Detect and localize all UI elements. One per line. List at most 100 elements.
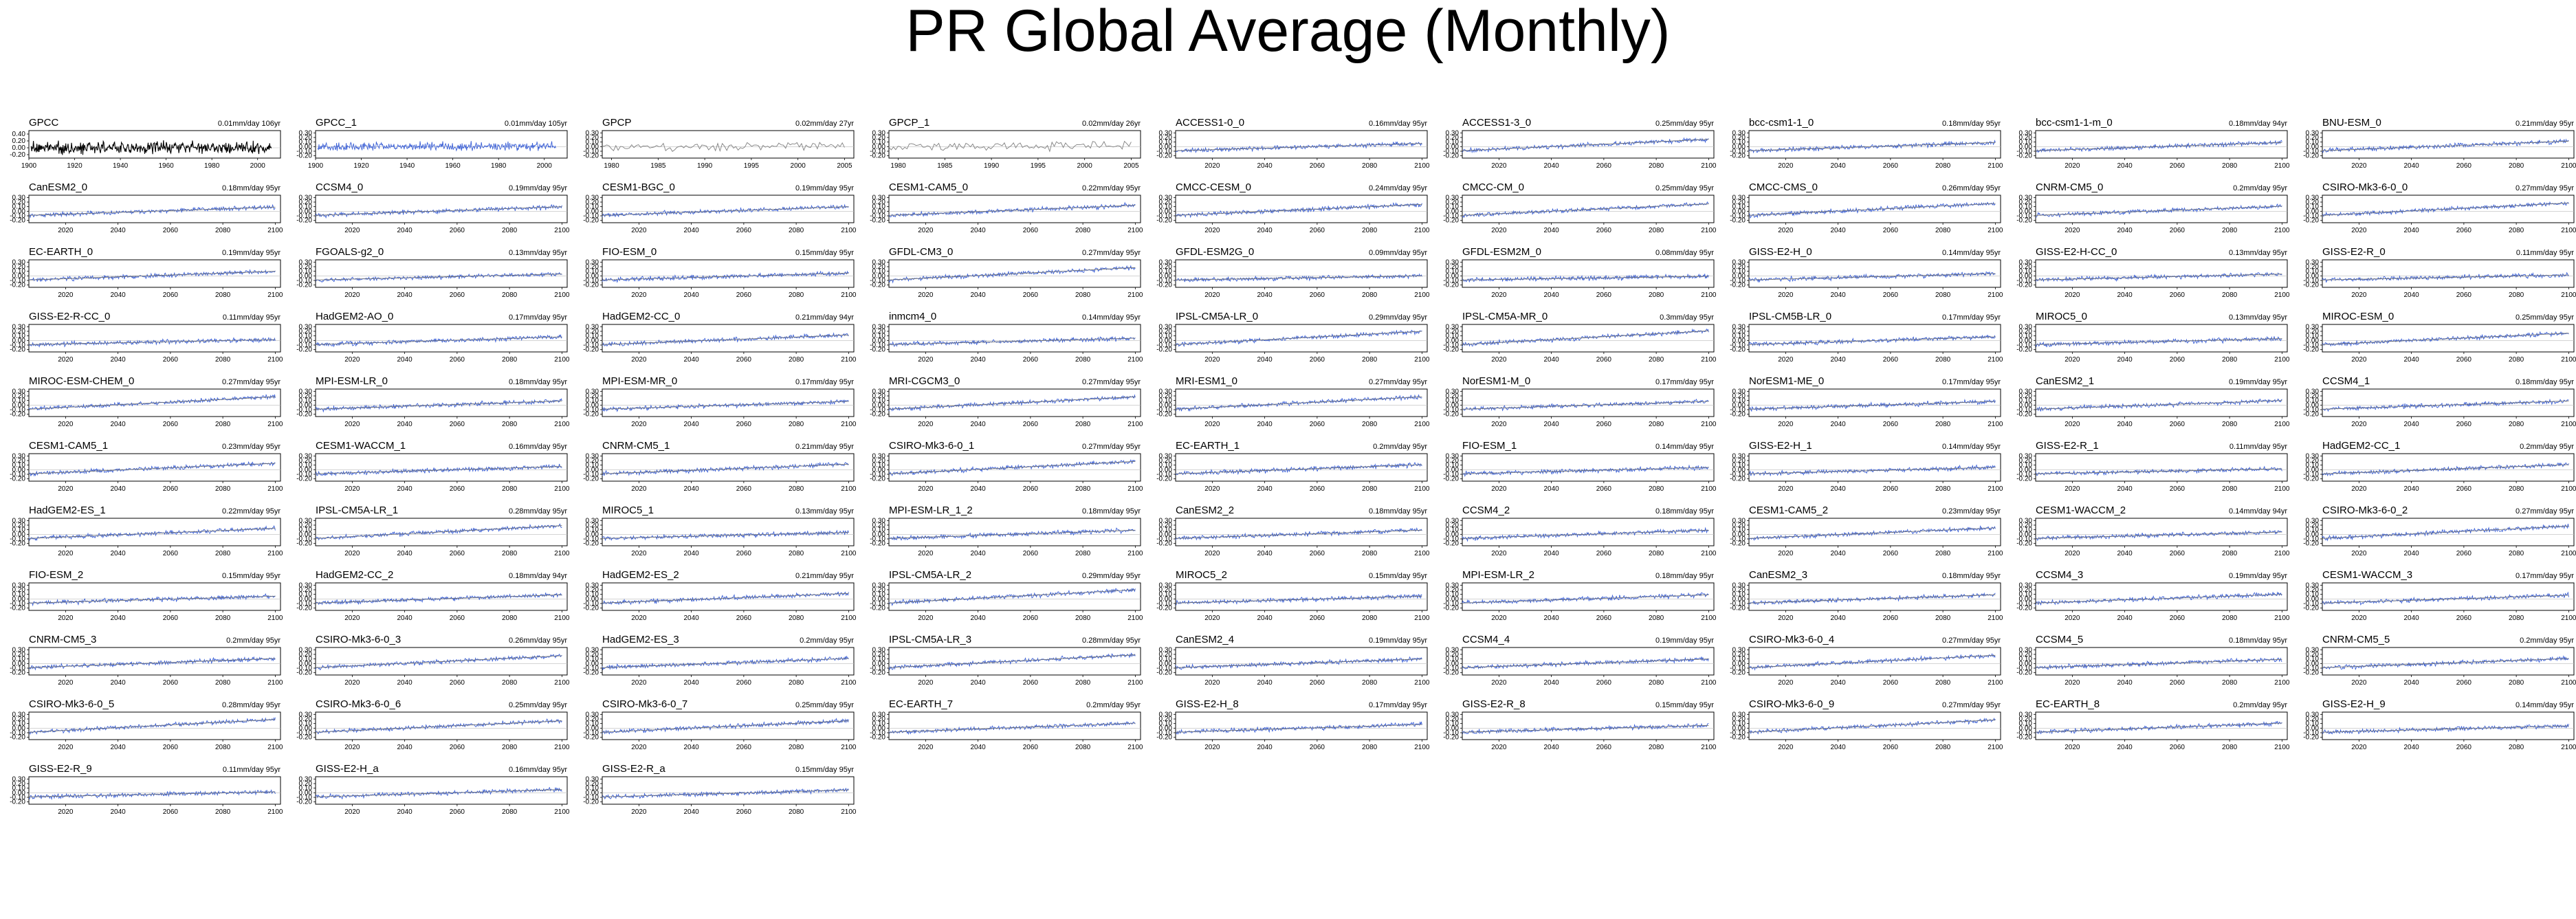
x-tick-label: 2060	[1596, 421, 1612, 428]
series-line	[2322, 272, 2569, 283]
panel-trend: 0.17mm/day 95yr	[795, 378, 854, 386]
panel-frame	[315, 711, 568, 740]
x-tick-label: 2060	[2170, 421, 2186, 428]
y-tick-label: 0.30	[2019, 517, 2033, 524]
trend-line	[2035, 722, 2282, 733]
y-tick-label: 0.20	[1732, 392, 1746, 400]
x-tick-label: 2100	[841, 291, 857, 299]
trend-line	[888, 337, 1136, 345]
x-tick-label: 2100	[1701, 421, 1717, 428]
panel-frame	[888, 582, 1141, 611]
y-tick-label: 0.00	[299, 724, 313, 732]
y-tick-label: 0.20	[2019, 134, 2033, 142]
x-tick-label: 2060	[2170, 162, 2186, 170]
y-tick-label: -0.20	[10, 151, 25, 159]
y-tick-label: 0.00	[1159, 531, 1173, 538]
y-tick-label: 0.30	[586, 582, 599, 589]
x-tick-label: 2040	[397, 485, 413, 493]
y-tick-label: 0.00	[12, 789, 26, 797]
y-tick-label: 0.30	[1446, 646, 1460, 654]
panel-frame	[888, 324, 1141, 353]
x-tick-label: 2060	[736, 356, 752, 364]
x-tick-label: 2060	[163, 550, 179, 557]
y-tick-label: 0.30	[1446, 452, 1460, 460]
y-tick-label: 0.30	[2306, 258, 2320, 266]
x-tick-label: 2005	[1123, 162, 1139, 170]
x-tick-label: 2020	[2065, 485, 2080, 493]
y-tick-label: 0.00	[12, 595, 26, 603]
y-tick-label: -0.10	[583, 729, 599, 737]
y-tick-label: 0.00	[1446, 401, 1460, 409]
x-tick-label: 2040	[684, 421, 700, 428]
y-tick-label: 0.00	[2306, 660, 2320, 667]
y-tick-label: 0.30	[1732, 258, 1746, 266]
panel-trend: 0.27mm/day 95yr	[1082, 249, 1141, 257]
panel-FIO-ESM_0: FIO-ESM_0 0.15mm/day 95yr0.300.200.100.00…	[583, 246, 857, 299]
panel-title: IPSL-CM5B-LR_0	[1749, 311, 1831, 322]
x-tick-label: 2080	[1935, 550, 1951, 557]
y-tick-label: -0.20	[296, 476, 312, 483]
x-tick-label: 2080	[1935, 614, 1951, 622]
panel-trend: 0.18mm/day 95yr	[1655, 572, 1714, 580]
y-tick-label: -0.10	[296, 600, 312, 608]
x-tick-label: 2080	[2509, 421, 2524, 428]
y-tick-label: 0.10	[1446, 656, 1460, 663]
y-tick-label: -0.20	[10, 799, 25, 806]
y-tick-label: 0.30	[1446, 582, 1460, 589]
x-tick-label: 2080	[1362, 291, 1378, 299]
x-tick-label: 2020	[344, 679, 360, 687]
x-tick-label: 2080	[215, 679, 231, 687]
x-tick-label: 2040	[2117, 744, 2133, 751]
panel-trend: 0.19mm/day 95yr	[1655, 636, 1714, 645]
y-tick-label: 0.20	[872, 651, 886, 658]
trend-line	[2035, 274, 2282, 280]
x-tick-label: 2020	[344, 485, 360, 493]
y-tick-label: -0.20	[1443, 540, 1459, 548]
x-tick-label: 2040	[1544, 356, 1560, 364]
x-tick-label: 2080	[1075, 614, 1091, 622]
panel-frame	[2035, 453, 2288, 482]
y-tick-label: 0.00	[12, 337, 26, 344]
x-tick-label: 2020	[631, 421, 647, 428]
y-tick-label: 0.30	[2019, 646, 2033, 654]
panel-HadGEM2-CC_1: HadGEM2-CC_1 0.2mm/day 95yr0.300.200.100.…	[2303, 440, 2576, 493]
panel-trend: 0.22mm/day 95yr	[222, 507, 280, 516]
x-tick-label: 2060	[1023, 550, 1039, 557]
y-tick-label: 0.30	[872, 388, 886, 395]
y-tick-label: 0.30	[299, 517, 313, 524]
series-line	[315, 593, 562, 606]
trend-line	[1175, 143, 1422, 151]
series-line	[602, 270, 849, 283]
y-tick-label: 0.30	[586, 129, 599, 137]
x-tick-label: 2020	[2351, 162, 2367, 170]
y-tick-label: 0.10	[12, 203, 26, 211]
x-tick-label: 2060	[1023, 485, 1039, 493]
panel-title: CCSM4_4	[1462, 634, 1510, 645]
x-tick-label: 2060	[736, 679, 752, 687]
y-tick-label: 0.10	[299, 656, 313, 663]
panel-IPSL-CM5B-LR_0: IPSL-CM5B-LR_0 0.17mm/day 95yr0.300.200.1…	[1730, 311, 2003, 364]
y-tick-label: 0.30	[12, 452, 26, 460]
x-tick-label: 2060	[1596, 744, 1612, 751]
y-tick-label: 0.10	[1159, 720, 1173, 728]
y-tick-label: 0.00	[586, 208, 599, 215]
panel-title: CCSM4_0	[316, 181, 363, 193]
panel-title: CSIRO-Mk3-6-0_1	[889, 440, 974, 452]
panel-frame	[888, 453, 1141, 482]
panel-CESM1-CAM5_1: CESM1-CAM5_1 0.23mm/day 95yr0.300.200.100…	[10, 440, 283, 493]
y-tick-label: 0.10	[12, 785, 26, 793]
y-tick-label: -0.10	[296, 148, 312, 155]
y-tick-label: -0.10	[10, 729, 25, 737]
y-tick-label: 0.20	[12, 199, 26, 206]
x-tick-label: 2060	[2456, 614, 2472, 622]
panel-trend: 0.15mm/day 95yr	[1655, 701, 1714, 709]
x-tick-label: 1960	[445, 162, 461, 170]
y-tick-label: 0.20	[872, 328, 886, 335]
panel-trend: 0.2mm/day 95yr	[1086, 701, 1141, 709]
trend-line	[1748, 336, 1996, 345]
x-tick-label: 2100	[2274, 227, 2290, 234]
x-tick-label: 2060	[163, 356, 179, 364]
panel-title: FIO-ESM_0	[602, 246, 657, 258]
y-tick-label: 0.10	[1732, 462, 1746, 469]
y-tick-label: 0.30	[299, 646, 313, 654]
